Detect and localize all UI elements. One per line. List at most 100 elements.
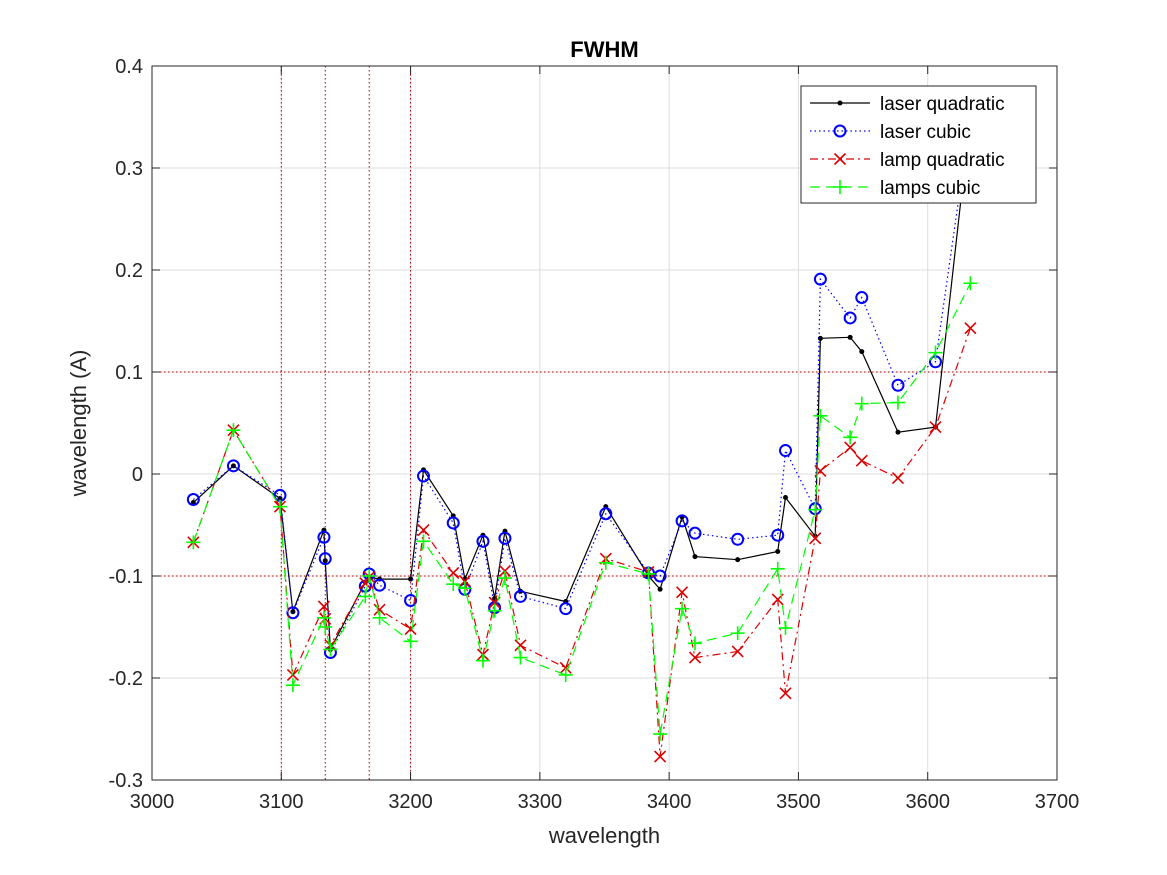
data-point: [735, 557, 741, 563]
data-point: [675, 514, 689, 528]
legend: laser quadratic laser cubic lamp quadratic…: [800, 85, 1037, 204]
x-tick-label: 3000: [130, 791, 175, 813]
data-point: [783, 494, 788, 500]
data-point: [675, 601, 690, 616]
data-point: [654, 750, 667, 763]
legend-marker: [833, 152, 847, 166]
data-point: [226, 459, 240, 473]
reference-lines: [152, 66, 1057, 780]
data-point: [286, 668, 299, 682]
data-point: [316, 610, 331, 625]
data-point: [641, 566, 656, 581]
legend-marker: [833, 124, 847, 138]
legend-item: laser cubic: [810, 122, 971, 143]
data-point: [417, 524, 430, 537]
data-point: [928, 345, 943, 360]
data-point: [272, 499, 287, 514]
data-point: [457, 581, 472, 596]
series-line: [192, 283, 971, 735]
data-point: [190, 500, 196, 506]
data-point: [843, 311, 857, 325]
y-tick-label: 0: [132, 464, 143, 486]
legend-label: lamps cubic: [880, 178, 980, 199]
data-point: [286, 606, 300, 620]
data-point: [416, 534, 431, 549]
data-point: [929, 421, 942, 434]
data-point: [891, 472, 905, 485]
y-tick-label: -0.1: [109, 566, 143, 588]
data-point: [657, 586, 663, 592]
x-tick-label: 3200: [388, 791, 433, 813]
data-point: [779, 444, 792, 458]
data-point: [653, 727, 668, 742]
x-tick-label: 3700: [1035, 791, 1080, 813]
legend-item: laser quadratic: [810, 94, 1005, 115]
data-point: [859, 349, 865, 355]
data-point: [373, 603, 386, 616]
axis-ticks: 3000 3100 3200 3300 3400 3500 3600 3700 -0.3 -0.2…: [109, 56, 1080, 813]
data-point: [226, 423, 241, 438]
data-point: [404, 593, 418, 607]
data-point: [446, 516, 460, 530]
x-tick-label: 3100: [259, 791, 304, 813]
data-point: [813, 408, 828, 423]
data-point: [847, 334, 853, 340]
data-point: [890, 395, 905, 410]
data-point: [771, 528, 785, 542]
data-point: [688, 636, 702, 651]
data-point: [676, 586, 689, 599]
legend-label: laser cubic: [880, 122, 971, 143]
legend-label: lamp quadratic: [880, 150, 1005, 171]
series-line: [193, 116, 971, 655]
data-point: [964, 322, 977, 335]
data-point: [372, 610, 387, 625]
data-point: [317, 530, 331, 544]
data-point: [285, 678, 300, 693]
y-tick-label: -0.2: [109, 668, 143, 690]
data-point: [417, 469, 430, 483]
data-point: [317, 600, 331, 613]
data-point: [731, 645, 744, 658]
y-axis-label: wavelength (A): [66, 350, 91, 498]
data-point: [779, 687, 792, 700]
series-group: [186, 110, 978, 763]
data-point: [730, 626, 745, 641]
data-point: [514, 639, 527, 652]
data-point: [598, 555, 613, 570]
data-point: [498, 531, 512, 545]
data-point: [323, 642, 338, 657]
data-point: [487, 603, 502, 618]
data-point: [318, 552, 332, 566]
data-point: [513, 650, 528, 665]
data-point: [446, 577, 461, 592]
data-point: [688, 526, 702, 540]
legend-item: lamps cubic: [810, 178, 980, 199]
y-tick-label: 0.2: [115, 260, 143, 282]
data-point: [403, 634, 418, 649]
data-point: [475, 653, 490, 668]
data-point: [809, 532, 822, 545]
series-lamps-cubic: [186, 276, 978, 742]
y-tick-label: 0.1: [115, 362, 143, 384]
data-point: [770, 561, 785, 576]
data-point: [599, 507, 613, 521]
data-point: [318, 620, 333, 634]
series-line: [192, 114, 971, 652]
data-point: [513, 589, 527, 603]
y-tick-label: -0.3: [109, 770, 143, 792]
data-point: [808, 502, 823, 517]
data-point: [362, 569, 377, 583]
plot-frame: [151, 65, 1058, 781]
data-point: [558, 667, 573, 682]
data-point: [277, 495, 283, 501]
data-point: [497, 571, 512, 586]
legend-marker: [833, 180, 847, 194]
data-point: [653, 569, 667, 583]
data-point: [963, 276, 978, 291]
data-point: [186, 493, 200, 506]
chart-title: FWHM: [570, 37, 638, 62]
y-tick-label: 0.3: [115, 158, 143, 180]
legend-item: lamp quadratic: [810, 150, 1005, 171]
data-point: [408, 576, 414, 582]
